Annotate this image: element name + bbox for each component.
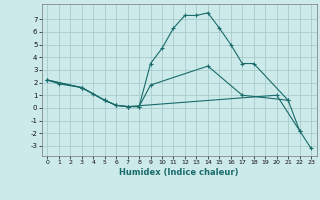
X-axis label: Humidex (Indice chaleur): Humidex (Indice chaleur): [119, 168, 239, 177]
